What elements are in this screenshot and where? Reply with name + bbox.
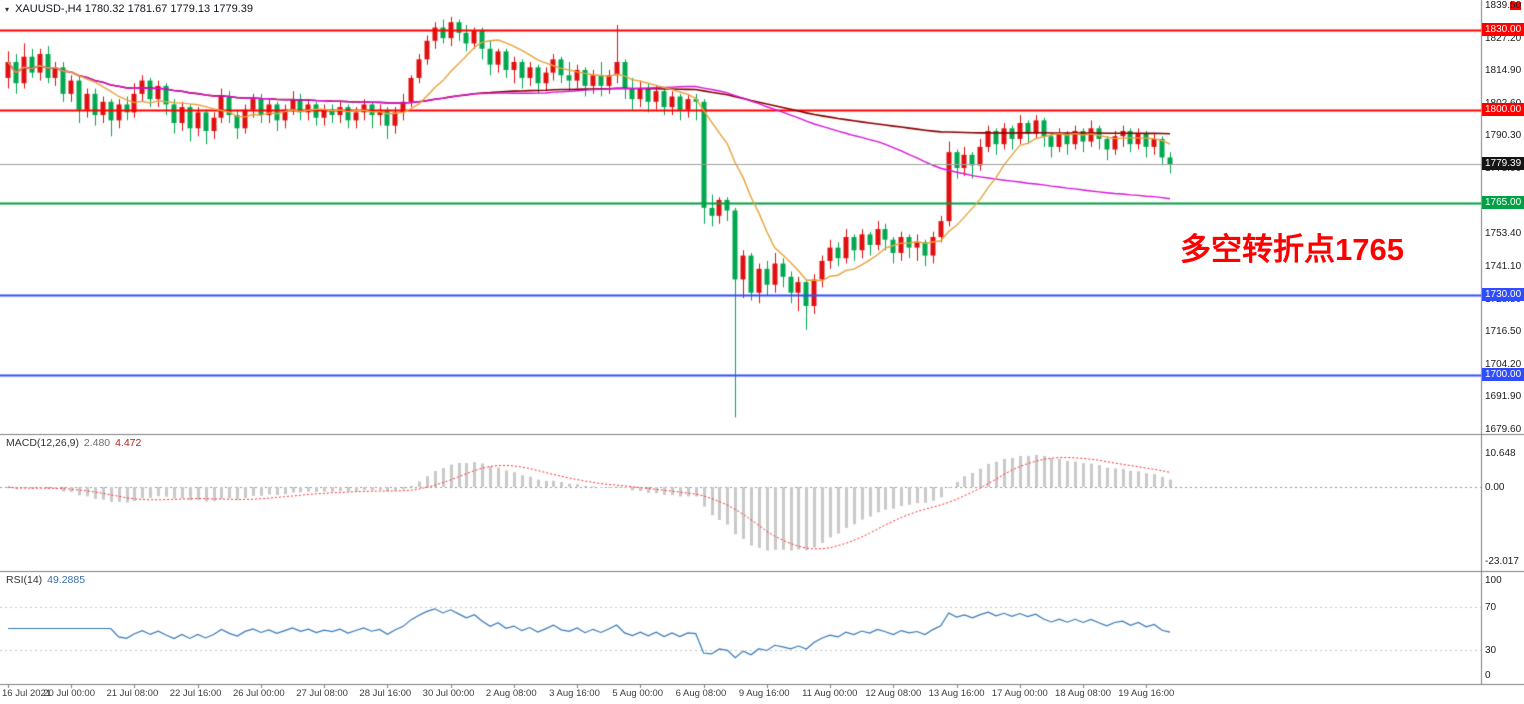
macd-name: MACD(12,26,9) <box>6 437 79 449</box>
rsi-value: 49.2885 <box>47 574 86 586</box>
macd-main-value: 2.480 <box>83 437 111 449</box>
x-axis-time-label: 19 Aug 16:00 <box>1118 688 1175 699</box>
macd-axis-label: 10.648 <box>1485 447 1516 459</box>
price-line-badge: 1830.00 <box>1482 23 1524 37</box>
x-axis-time-label: 18 Aug 08:00 <box>1055 688 1112 699</box>
x-axis-time-label: 22 Jul 16:00 <box>169 688 222 699</box>
macd-axis-label: -23.017 <box>1485 555 1519 567</box>
y-axis-tick-label: 1790.30 <box>1485 130 1522 142</box>
chart-shift-marker[interactable] <box>1510 2 1521 10</box>
x-axis-time-label: 2 Aug 08:00 <box>485 688 537 699</box>
y-axis-tick-label: 1827.20 <box>1485 32 1522 44</box>
price-line-badge: 1700.00 <box>1482 367 1524 381</box>
x-axis-time-label: 3 Aug 16:00 <box>549 688 600 699</box>
x-axis-time-label: 6 Aug 08:00 <box>675 688 727 699</box>
rsi-axis-label: 70 <box>1485 602 1497 614</box>
rsi-name: RSI(14) <box>6 574 43 586</box>
annotation-text: 多空转折点1765 <box>1180 232 1404 267</box>
y-axis-tick-label: 1814.90 <box>1485 65 1522 77</box>
macd-signal-value: 4.472 <box>115 437 142 449</box>
x-axis-time-label: 9 Aug 16:00 <box>738 688 790 699</box>
current-price-badge: 1779.39 <box>1482 157 1524 171</box>
y-axis-tick-label: 1753.40 <box>1485 228 1522 240</box>
x-axis-time-label: 12 Aug 08:00 <box>865 688 922 699</box>
macd-indicator-label: MACD(12,26,9) 2.480 4.472 <box>6 437 141 449</box>
x-axis-time-label: 17 Aug 00:00 <box>991 688 1048 699</box>
y-axis-tick-label: 1839.50 <box>1485 0 1522 11</box>
price-line-badge: 1765.00 <box>1482 195 1524 209</box>
y-axis-tick-label: 1741.10 <box>1485 260 1522 272</box>
rsi-indicator-label: RSI(14) 49.2885 <box>6 574 85 586</box>
rsi-axis-label: 30 <box>1485 644 1497 656</box>
y-axis-tick-label: 1704.20 <box>1485 358 1522 370</box>
x-axis-time-label: 26 Jul 00:00 <box>232 688 285 699</box>
macd-axis-label: 0.00 <box>1485 482 1505 493</box>
symbol-info-bar: ▾ XAUUSD-,H4 1780.32 1781.67 1779.13 177… <box>5 3 253 15</box>
rsi-axis-label: 100 <box>1485 575 1502 586</box>
price-line-badge: 1800.00 <box>1482 102 1524 116</box>
x-axis-time-label: 30 Jul 00:00 <box>422 688 475 699</box>
price-line-badge: 1730.00 <box>1482 288 1524 302</box>
symbol-dropdown-icon[interactable]: ▾ <box>5 5 10 14</box>
symbol-ohlc-text: XAUUSD-,H4 1780.32 1781.67 1779.13 1779.… <box>15 3 253 15</box>
x-axis-time-label: 5 Aug 00:00 <box>612 688 664 699</box>
x-axis-time-label: 11 Aug 00:00 <box>802 688 858 699</box>
y-axis-tick-label: 1691.90 <box>1485 391 1522 403</box>
y-axis-tick-label: 1679.60 <box>1485 424 1522 435</box>
x-axis-time-label: 28 Jul 16:00 <box>359 688 412 699</box>
x-axis-time-label: 13 Aug 16:00 <box>928 688 985 699</box>
x-axis-time-label: 21 Jul 08:00 <box>106 688 159 699</box>
rsi-axis-label: 0 <box>1485 670 1491 681</box>
x-axis-time-label: 20 Jul 00:00 <box>43 688 95 699</box>
y-axis-tick-label: 1716.50 <box>1485 326 1522 338</box>
x-axis-time-label: 16 Jul 2021 <box>2 688 52 699</box>
x-axis-time-label: 27 Jul 08:00 <box>296 688 348 699</box>
